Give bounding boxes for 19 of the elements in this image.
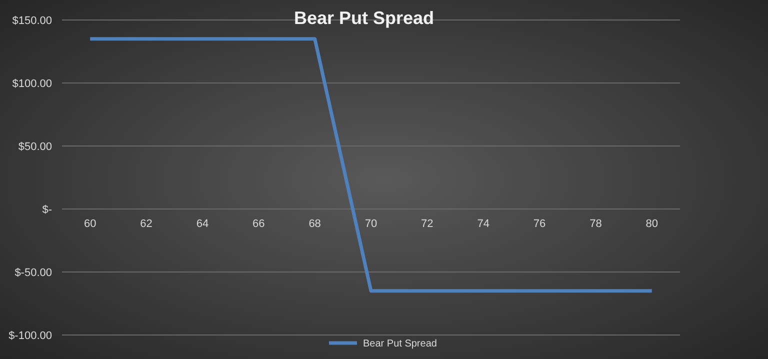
x-tick-label: 72 bbox=[421, 218, 434, 230]
x-tick-label: 74 bbox=[477, 218, 490, 230]
y-tick-label: $150.00 bbox=[12, 14, 52, 27]
chart-title: Bear Put Spread bbox=[294, 8, 434, 28]
x-tick-label: 80 bbox=[646, 218, 658, 230]
y-tick-label: $-100.00 bbox=[8, 330, 52, 342]
x-tick-label: 70 bbox=[364, 218, 378, 230]
x-tick-label: 68 bbox=[308, 218, 321, 230]
y-tick-label: $-50.00 bbox=[14, 266, 52, 279]
x-tick-label: 78 bbox=[590, 218, 602, 230]
y-tick-label: $50.00 bbox=[18, 140, 52, 153]
x-tick-label: 66 bbox=[252, 218, 265, 230]
y-tick-label: $100.00 bbox=[12, 78, 52, 90]
x-tick-label: 62 bbox=[140, 218, 152, 230]
x-tick-label: 60 bbox=[84, 218, 96, 230]
legend-label: Bear Put Spread bbox=[363, 338, 437, 350]
x-tick-label: 76 bbox=[533, 218, 546, 230]
y-tick-label: $- bbox=[42, 204, 52, 216]
x-tick-label: 64 bbox=[196, 218, 209, 230]
